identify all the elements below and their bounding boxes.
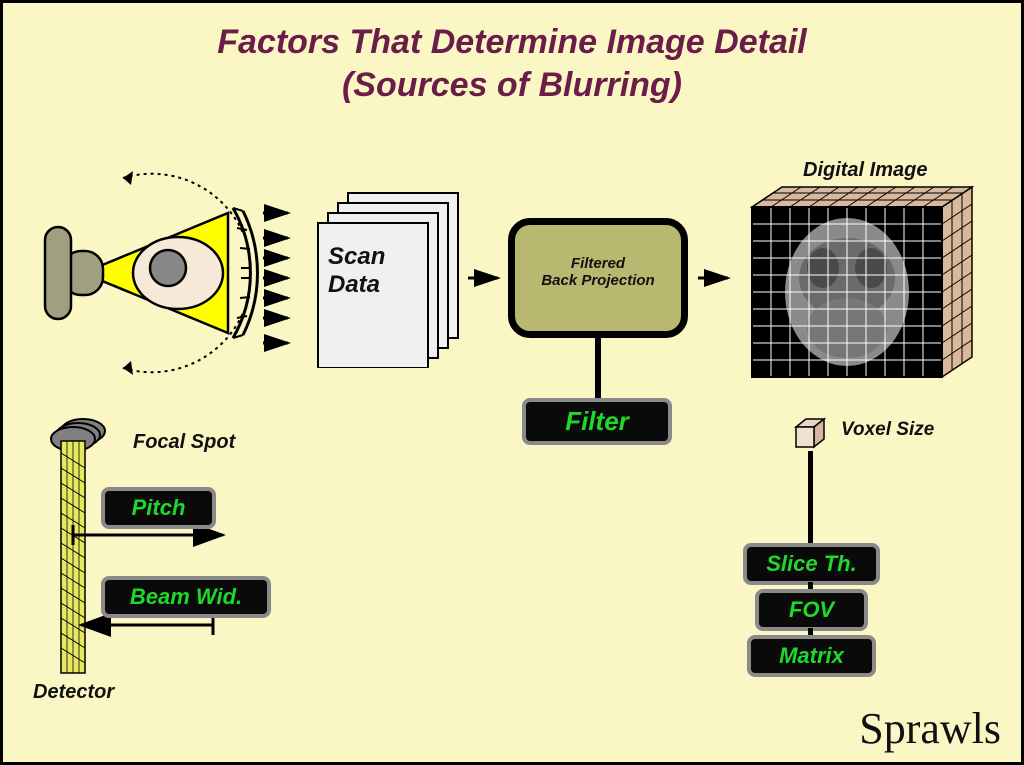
detector-label: Detector (33, 681, 114, 704)
arrows-to-scandata (258, 203, 308, 363)
page-title-line1: Factors That Determine Image Detail (3, 23, 1021, 62)
fov-label: FOV (789, 597, 834, 622)
scan-data-label1: Scan (328, 243, 385, 271)
focal-spot-label: Focal Spot (133, 431, 235, 454)
digital-image-volume (738, 183, 988, 398)
matrix-box: Matrix (747, 635, 876, 677)
beam-width-box: Beam Wid. (101, 576, 271, 618)
digital-image-label: Digital Image (803, 159, 927, 182)
helical-diagram (43, 413, 293, 693)
page-title-line2: (Sources of Blurring) (3, 66, 1021, 105)
fbp-line1: Filtered (515, 255, 681, 272)
fbp-line2: Back Projection (515, 272, 681, 289)
slice-th-label: Slice Th. (766, 551, 856, 576)
voxel-cube-icon (791, 415, 831, 455)
fbp-box: Filtered Back Projection (508, 218, 688, 338)
slice-th-box: Slice Th. (743, 543, 880, 585)
matrix-label: Matrix (779, 643, 844, 668)
beam-width-label: Beam Wid. (130, 584, 242, 609)
signature: Sprawls (859, 703, 1001, 754)
filter-connector (595, 338, 601, 398)
voxel-connector (808, 451, 813, 546)
fov-box: FOV (755, 589, 868, 631)
voxel-size-label: Voxel Size (841, 419, 934, 441)
arrow-to-image (693, 268, 743, 288)
scan-data-label2: Data (328, 271, 380, 299)
filter-box: Filter (522, 398, 672, 445)
scanner-diagram (33, 153, 283, 393)
pitch-box: Pitch (101, 487, 216, 529)
pitch-label: Pitch (132, 495, 186, 520)
arrow-to-fbp (463, 268, 513, 288)
filter-label: Filter (565, 406, 629, 436)
